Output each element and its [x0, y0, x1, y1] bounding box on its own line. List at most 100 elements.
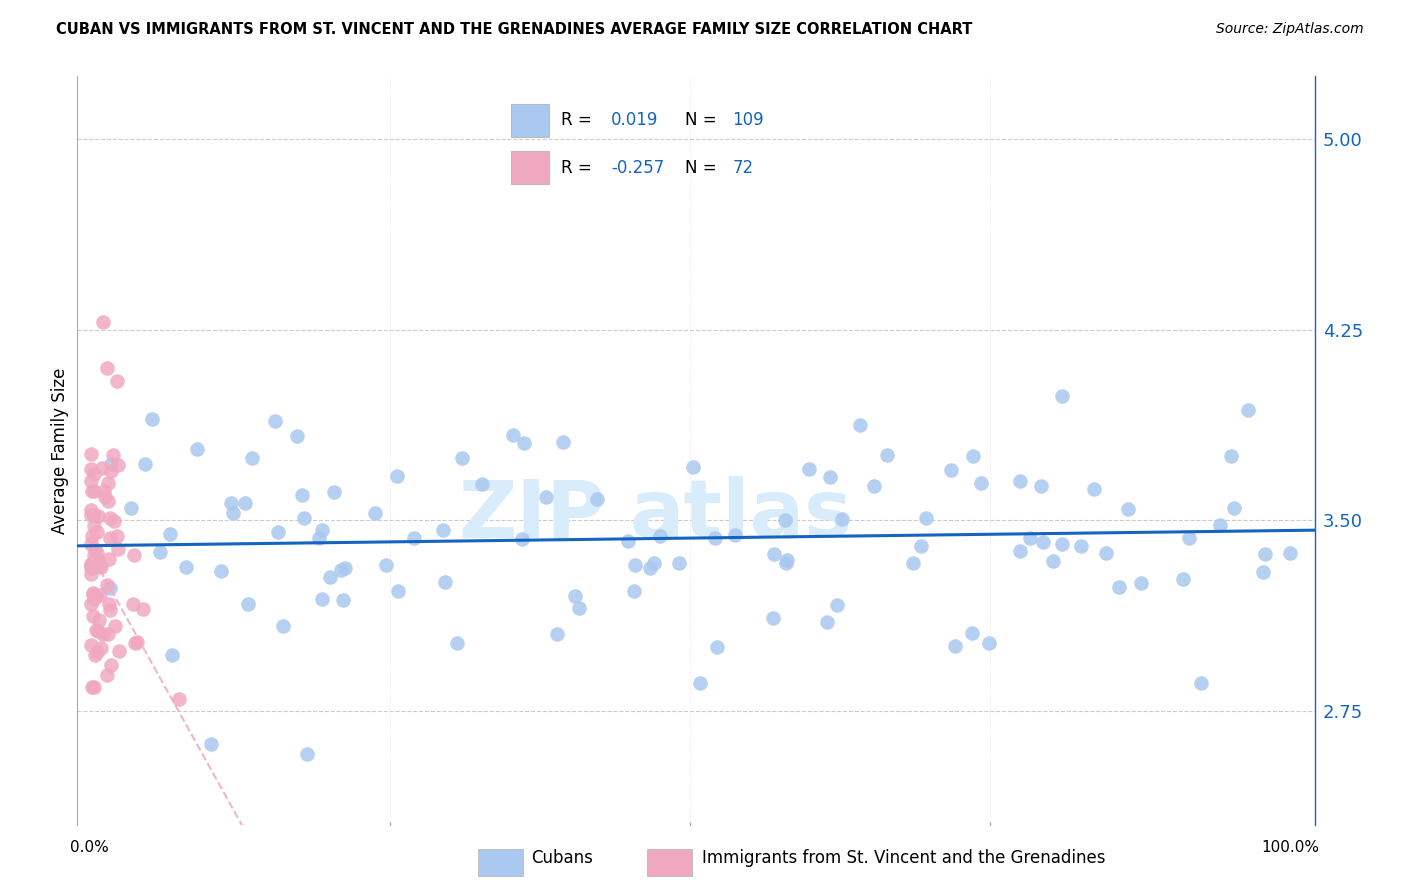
Point	[1050, 389, 1073, 403]
Point	[97, 476, 120, 491]
Point	[83, 548, 105, 562]
Point	[1008, 474, 1031, 488]
Point	[1254, 547, 1277, 561]
Point	[96, 578, 118, 592]
Point	[1237, 403, 1260, 417]
Point	[901, 556, 924, 570]
Point	[689, 676, 711, 690]
Point	[98, 582, 121, 596]
Point	[849, 417, 872, 432]
Point	[333, 561, 356, 575]
Point	[80, 508, 103, 522]
Point	[546, 627, 568, 641]
Point	[536, 490, 558, 504]
Point	[79, 558, 101, 572]
Point	[108, 644, 131, 658]
Point	[120, 500, 142, 515]
Text: 72: 72	[733, 159, 754, 177]
Point	[80, 561, 103, 575]
Point	[1130, 576, 1153, 591]
Point	[83, 508, 105, 523]
Point	[89, 613, 111, 627]
Point	[825, 599, 848, 613]
Text: Immigrants from St. Vincent and the Grenadines: Immigrants from St. Vincent and the Gren…	[702, 849, 1105, 867]
Point	[319, 570, 342, 584]
Point	[402, 531, 425, 545]
Point	[471, 477, 494, 491]
Point	[374, 558, 396, 572]
Point	[623, 583, 645, 598]
Point	[450, 451, 472, 466]
Point	[1173, 572, 1195, 586]
Point	[219, 496, 242, 510]
Point	[238, 598, 260, 612]
Point	[643, 556, 665, 570]
Point	[82, 609, 104, 624]
Point	[797, 461, 820, 475]
Point	[86, 645, 108, 659]
Point	[433, 575, 456, 590]
Point	[977, 636, 1000, 650]
Point	[104, 618, 127, 632]
Point	[96, 360, 118, 375]
Point	[100, 457, 122, 471]
Point	[83, 519, 105, 533]
Y-axis label: Average Family Size: Average Family Size	[51, 368, 69, 533]
Point	[704, 531, 727, 545]
Point	[264, 414, 287, 428]
Text: 100.0%: 100.0%	[1261, 840, 1320, 855]
Point	[87, 624, 110, 638]
Point	[330, 563, 353, 577]
Point	[80, 461, 103, 475]
Point	[553, 435, 575, 450]
Point	[623, 558, 645, 572]
Point	[83, 541, 105, 556]
Point	[159, 526, 181, 541]
Point	[564, 590, 586, 604]
Point	[724, 528, 747, 542]
Point	[89, 588, 111, 602]
Text: R =: R =	[561, 159, 592, 177]
Point	[311, 523, 333, 537]
Point	[1178, 531, 1201, 545]
Point	[432, 523, 454, 537]
Point	[160, 648, 183, 662]
Point	[83, 484, 105, 499]
Point	[90, 461, 112, 475]
Point	[79, 475, 101, 489]
Point	[939, 463, 962, 477]
Bar	[510, 104, 550, 136]
Point	[91, 626, 114, 640]
Point	[638, 561, 661, 575]
Point	[79, 537, 101, 551]
Point	[90, 559, 112, 574]
Point	[876, 448, 898, 462]
Point	[943, 639, 966, 653]
Text: -0.257: -0.257	[612, 159, 665, 177]
Point	[96, 667, 118, 681]
Point	[311, 591, 333, 606]
Point	[84, 589, 107, 603]
Point	[332, 593, 354, 607]
Point	[97, 551, 120, 566]
Point	[98, 531, 121, 545]
Point	[107, 542, 129, 557]
Point	[267, 524, 290, 539]
Point	[1094, 546, 1116, 560]
Point	[773, 513, 796, 527]
Point	[222, 506, 245, 520]
Point	[295, 747, 318, 761]
Point	[124, 636, 146, 650]
Point	[322, 484, 344, 499]
Point	[285, 428, 308, 442]
Point	[1031, 479, 1053, 493]
Point	[1032, 534, 1054, 549]
Text: Cubans: Cubans	[531, 849, 593, 867]
Point	[706, 640, 728, 655]
Point	[1050, 536, 1073, 550]
Point	[82, 587, 104, 601]
Point	[1108, 580, 1130, 594]
Text: 0.0%: 0.0%	[70, 840, 108, 855]
Point	[910, 539, 932, 553]
Point	[97, 626, 120, 640]
